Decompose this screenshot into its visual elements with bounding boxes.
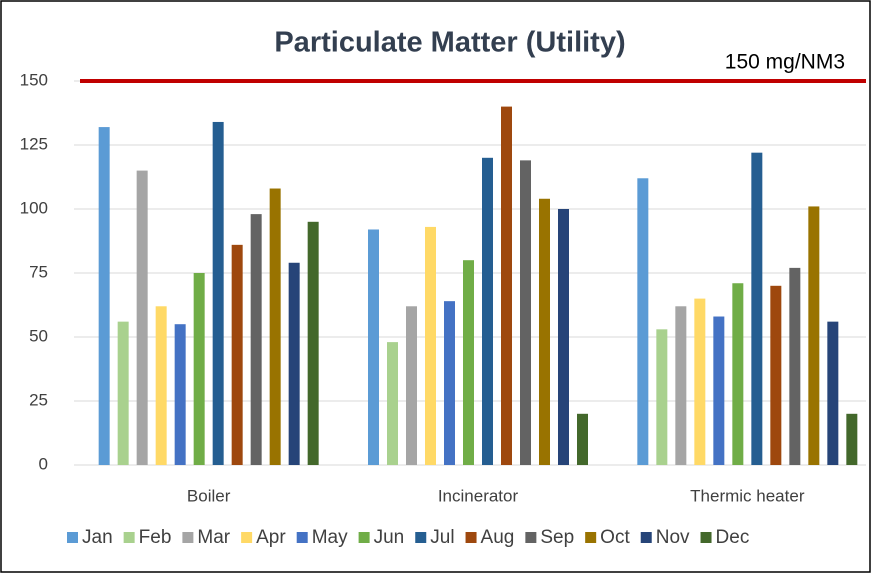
legend-label: Jul xyxy=(430,527,454,548)
bar xyxy=(770,285,782,465)
y-tick-label: 25 xyxy=(29,390,48,409)
y-tick-label: 100 xyxy=(20,198,48,217)
x-tick-label: Thermic heater xyxy=(690,486,805,505)
bar xyxy=(155,306,167,465)
legend-swatch xyxy=(123,532,135,543)
bar xyxy=(250,214,262,465)
legend-label: Apr xyxy=(256,527,286,548)
bar xyxy=(288,262,300,465)
bar xyxy=(368,229,379,465)
legend-swatch xyxy=(358,532,370,543)
x-tick-label: Boiler xyxy=(187,486,231,505)
legend-label: Feb xyxy=(139,527,172,548)
bar xyxy=(789,267,801,465)
bar xyxy=(425,226,436,465)
x-tick-label: Incinerator xyxy=(438,486,519,505)
legend-label: Dec xyxy=(716,527,750,548)
bar xyxy=(637,178,649,465)
legend-label: Oct xyxy=(600,527,630,548)
bar xyxy=(117,321,129,465)
y-tick-label: 75 xyxy=(29,262,48,281)
legend-swatch xyxy=(296,532,308,543)
legend-swatch xyxy=(585,532,597,543)
legend-label: Jun xyxy=(374,527,405,548)
bar xyxy=(174,324,186,465)
bar xyxy=(269,188,281,465)
y-tick-label: 50 xyxy=(29,326,48,345)
bar xyxy=(136,170,148,465)
legend-label: May xyxy=(312,527,348,548)
bar xyxy=(808,206,820,465)
bar xyxy=(212,121,224,466)
bar xyxy=(444,301,455,465)
legend-swatch xyxy=(525,532,537,543)
bar xyxy=(520,160,531,466)
y-tick-label: 150 xyxy=(20,70,48,89)
y-tick-label: 125 xyxy=(20,134,48,153)
legend-swatch xyxy=(67,532,78,543)
bar xyxy=(193,273,205,465)
bar xyxy=(231,244,243,465)
legend-swatch xyxy=(182,532,194,543)
bar xyxy=(307,221,319,465)
legend-label: Jan xyxy=(82,527,113,548)
bar xyxy=(846,413,858,465)
bar xyxy=(558,209,569,465)
chart-title: Particulate Matter (Utility) xyxy=(274,27,625,59)
bar xyxy=(694,298,706,465)
y-tick-label: 0 xyxy=(39,454,48,473)
bar xyxy=(751,152,763,465)
bar xyxy=(827,321,839,465)
bar xyxy=(463,260,474,465)
legend-swatch xyxy=(241,532,253,543)
legend-swatch xyxy=(640,532,652,543)
legend-label: Mar xyxy=(197,527,230,548)
bar xyxy=(387,342,398,465)
bar xyxy=(98,127,110,465)
reference-label: 150 mg/NM3 xyxy=(725,51,845,74)
legend-swatch xyxy=(415,532,427,543)
bar xyxy=(482,157,493,466)
bar xyxy=(501,106,512,465)
legend-label: Nov xyxy=(656,527,690,548)
bar xyxy=(732,283,744,465)
bar xyxy=(713,316,725,465)
bar xyxy=(675,306,687,465)
legend-label: Aug xyxy=(481,527,515,548)
bar xyxy=(406,306,417,465)
bar xyxy=(577,413,588,465)
legend-swatch xyxy=(465,532,477,543)
bar xyxy=(539,198,550,465)
bar xyxy=(656,329,668,465)
legend-label: Sep xyxy=(540,527,574,548)
legend-swatch xyxy=(700,532,712,543)
